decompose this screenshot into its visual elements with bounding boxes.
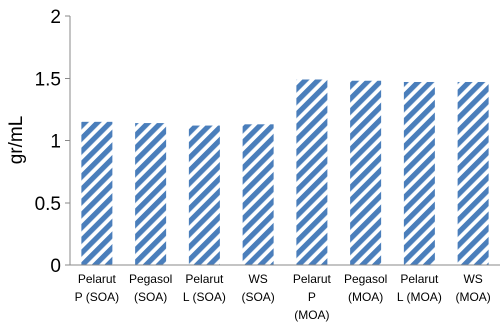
x-category-label-line: (SOA)	[241, 290, 274, 304]
y-tick-label: 0.5	[35, 194, 61, 215]
y-axis-ticks: 0 0.5 1 1.5 2	[35, 7, 70, 277]
x-category-label-line: WS	[463, 272, 482, 286]
bar-series	[81, 79, 489, 266]
x-category-label: Pegasol (MOA)	[344, 272, 387, 304]
x-category-label-line: L (SOA)	[183, 290, 226, 304]
x-category-label-line: Pelarut	[185, 272, 224, 286]
x-category-label: Pelarut P (MOA)	[293, 272, 332, 322]
x-category-label-line: WS	[248, 272, 267, 286]
y-tick-label: 0	[50, 256, 61, 277]
bar	[81, 121, 113, 265]
x-category-label: Pelarut L (MOA)	[397, 272, 442, 304]
x-category-label-line: Pelarut	[78, 272, 117, 286]
bar	[188, 125, 220, 265]
x-category-label: WS (SOA)	[241, 272, 274, 304]
x-category-label: Pelarut L (SOA)	[183, 272, 226, 304]
bar	[296, 79, 328, 266]
x-category-label-line: (MOA)	[455, 290, 490, 304]
x-axis-labels: Pelarut P (SOA) Pegasol (SOA) Pelarut L (SOA)…	[75, 272, 491, 322]
x-category-label-line: (SOA)	[134, 290, 167, 304]
y-axis-title: gr/mL	[6, 116, 27, 165]
x-category-label: Pegasol (SOA)	[129, 272, 172, 304]
x-category-label-line: (MOA)	[348, 290, 383, 304]
bar	[403, 81, 435, 265]
bar	[350, 80, 382, 266]
x-category-label-line: Pelarut	[293, 272, 332, 286]
x-category-label-line: (MOA)	[294, 308, 329, 322]
y-tick-label: 1	[50, 132, 61, 153]
x-category-label-line: Pegasol	[344, 272, 387, 286]
x-category-label: Pelarut P (SOA)	[75, 272, 119, 304]
x-category-label-line: P	[308, 290, 316, 304]
bar	[457, 81, 489, 265]
bar	[135, 123, 167, 265]
x-category-label-line: P (SOA)	[75, 290, 119, 304]
y-tick-label: 1.5	[35, 69, 61, 90]
x-category-label-line: L (MOA)	[397, 290, 442, 304]
bar	[242, 124, 274, 265]
y-tick-label: 2	[50, 7, 61, 28]
x-category-label: WS (MOA)	[455, 272, 490, 304]
x-category-label-line: Pegasol	[129, 272, 172, 286]
x-category-label-line: Pelarut	[400, 272, 439, 286]
